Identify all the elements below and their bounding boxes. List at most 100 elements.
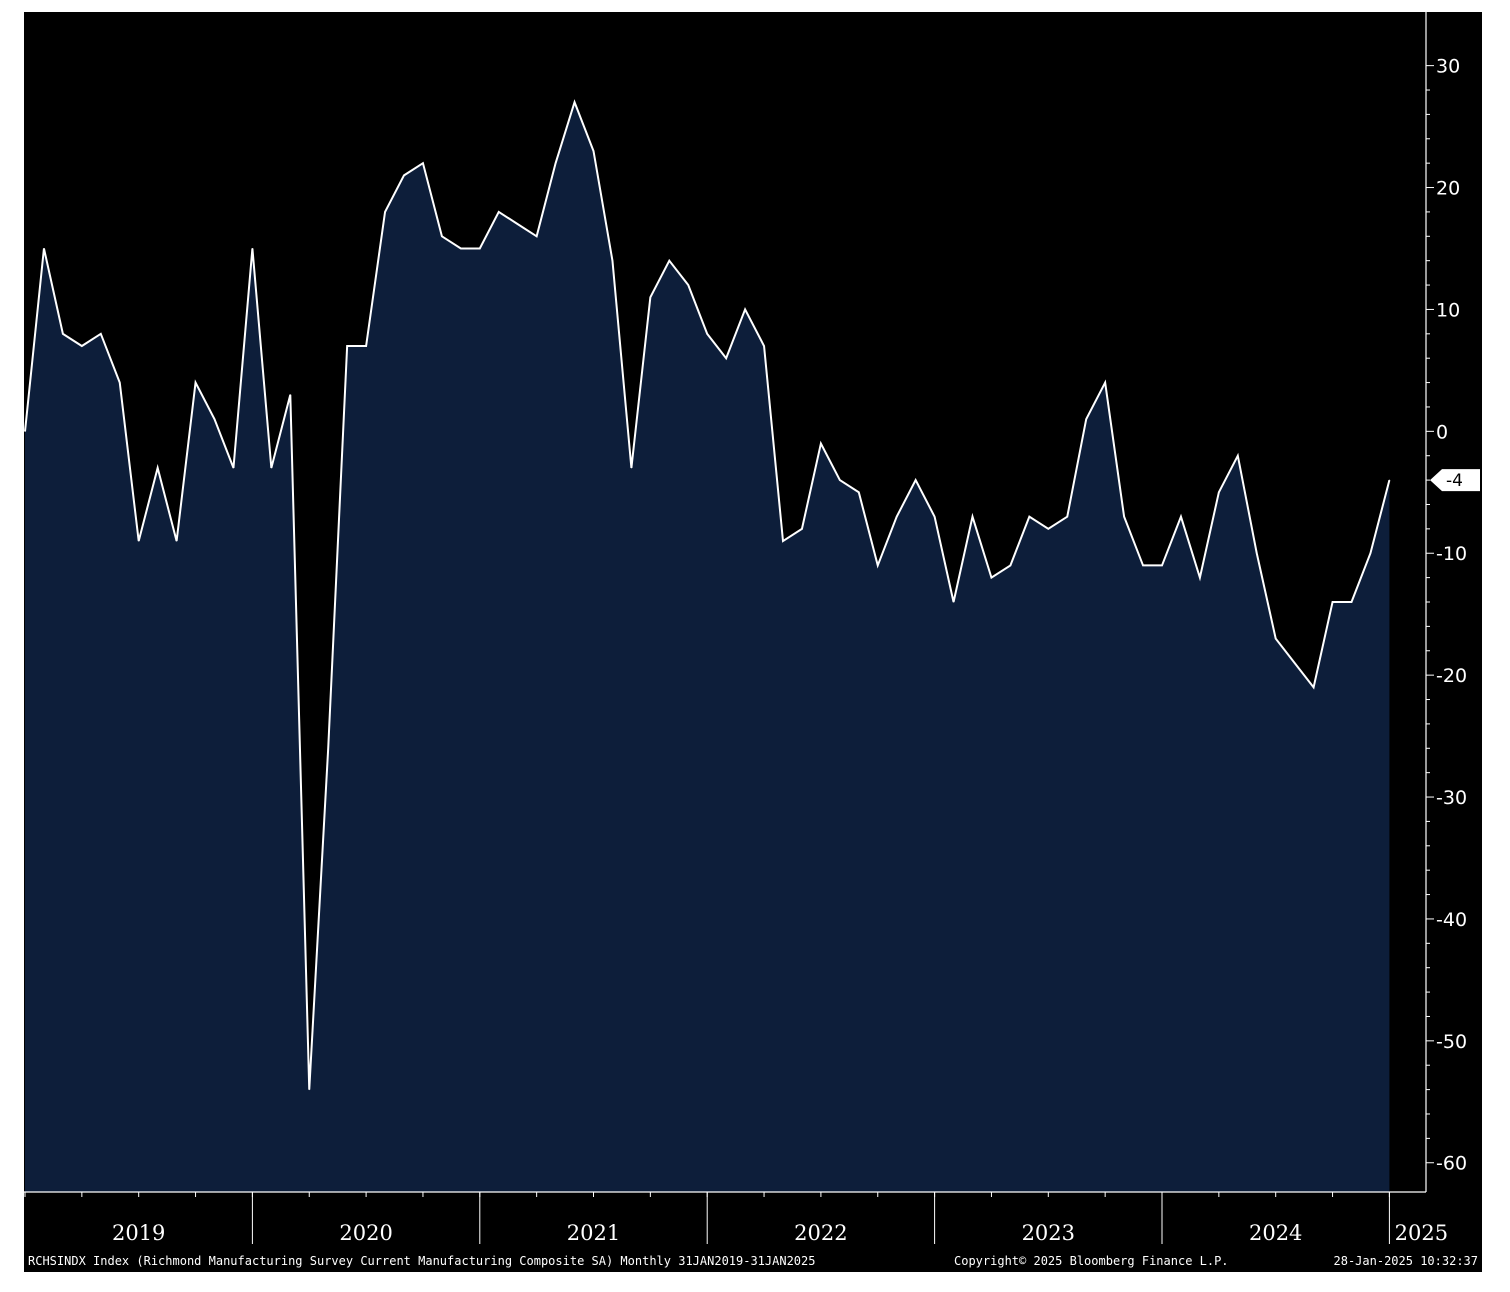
data-point [24, 430, 26, 432]
y-tick-label: 20 [1436, 178, 1460, 200]
data-point [1351, 601, 1352, 603]
data-point [62, 333, 64, 335]
data-point [1180, 516, 1182, 518]
y-tick-label: 0 [1436, 421, 1448, 443]
data-point [877, 564, 879, 566]
data-point [270, 467, 272, 469]
data-point [990, 577, 992, 579]
x-year-label: 2024 [1249, 1221, 1302, 1245]
y-tick-label: -40 [1436, 909, 1467, 931]
data-point [81, 345, 83, 347]
x-year-label: 2021 [567, 1221, 620, 1245]
data-point [725, 357, 727, 359]
y-tick-label: -60 [1436, 1153, 1467, 1175]
data-point [1066, 516, 1068, 518]
data-point [100, 333, 102, 335]
data-point [1085, 418, 1087, 420]
y-tick-label: -10 [1436, 543, 1467, 565]
data-point [43, 247, 45, 249]
data-point [649, 296, 651, 298]
data-point [1104, 382, 1106, 384]
data-point [384, 211, 386, 213]
y-axis: 30 20 10 0 -10 -20 -30 -40 -50 -60 -4 [1425, 12, 1480, 1192]
data-point [1369, 552, 1371, 554]
y-tick-label: 30 [1436, 56, 1460, 78]
data-point [1332, 601, 1334, 603]
x-year-label: 2023 [1022, 1221, 1075, 1245]
data-point [138, 540, 140, 542]
data-point [593, 150, 594, 152]
data-point [346, 345, 348, 347]
data-point [574, 101, 576, 103]
data-point [119, 382, 121, 384]
data-point [1256, 552, 1258, 554]
data-point [1388, 479, 1390, 481]
data-point [1218, 491, 1220, 493]
x-year-label: 2020 [339, 1221, 392, 1245]
data-point [232, 467, 234, 469]
data-point [782, 540, 784, 542]
x-axis: 2019 2020 2021 2022 2023 2024 2025 [24, 1191, 1448, 1245]
data-point [214, 418, 215, 420]
x-year-label: 2019 [112, 1221, 165, 1245]
x-year-label: 2025 [1395, 1221, 1448, 1245]
data-point [953, 601, 955, 603]
data-point [498, 211, 500, 213]
data-point [308, 1089, 310, 1091]
chart-footer: RCHSINDX Index (Richmond Manufacturing S… [28, 1254, 1478, 1268]
data-point [176, 540, 178, 542]
data-point [441, 235, 443, 237]
data-point [251, 247, 253, 249]
data-point [915, 479, 917, 481]
data-point [1123, 516, 1125, 518]
data-point [611, 260, 613, 262]
data-point [1009, 564, 1011, 566]
last-value-marker [1430, 469, 1480, 492]
copyright-text: Copyright© 2025 Bloomberg Finance L.P. [954, 1254, 1229, 1268]
data-point [763, 345, 765, 347]
data-point [1161, 564, 1163, 566]
data-point [289, 394, 291, 396]
data-point [801, 528, 803, 530]
data-point [706, 333, 708, 335]
timestamp-text: 28-Jan-2025 10:32:37 [1334, 1254, 1479, 1268]
series-area [25, 102, 1390, 1193]
data-point [1028, 516, 1030, 518]
data-point [195, 382, 197, 384]
series-description: RCHSINDX Index (Richmond Manufacturing S… [28, 1254, 815, 1268]
data-point [1142, 564, 1144, 566]
data-point [934, 516, 936, 518]
data-point [517, 223, 519, 225]
y-tick-label: -50 [1436, 1031, 1467, 1053]
data-point [1237, 455, 1239, 457]
data-point [972, 516, 973, 518]
data-point [839, 479, 841, 481]
chart-frame: 30 20 10 0 -10 -20 -30 -40 -50 -60 -4 2019 2020 2021… [24, 12, 1482, 1272]
data-point [896, 516, 898, 518]
data-point [1294, 662, 1296, 664]
data-point [479, 247, 481, 249]
data-point [668, 260, 670, 262]
data-point [536, 235, 538, 237]
data-point [858, 491, 860, 493]
chart-svg: 30 20 10 0 -10 -20 -30 -40 -50 -60 -4 2019 2020 2021… [24, 12, 1480, 1268]
x-year-label: 2022 [794, 1221, 847, 1245]
last-value-label: -4 [1446, 471, 1463, 491]
y-tick-label: -30 [1436, 787, 1467, 809]
data-point [403, 174, 405, 176]
data-point [365, 345, 367, 347]
data-point [744, 308, 746, 310]
data-point [422, 162, 424, 164]
data-point [327, 747, 329, 749]
y-tick-label: 10 [1436, 299, 1460, 321]
data-point [460, 247, 462, 249]
y-tick-label: -20 [1436, 665, 1467, 687]
data-point [1047, 528, 1049, 530]
data-point [1313, 686, 1315, 688]
data-point [1199, 577, 1201, 579]
data-point [157, 467, 159, 469]
plot-area [24, 99, 1391, 1193]
data-point [687, 284, 689, 286]
data-point [820, 443, 822, 445]
data-point [1275, 638, 1277, 640]
